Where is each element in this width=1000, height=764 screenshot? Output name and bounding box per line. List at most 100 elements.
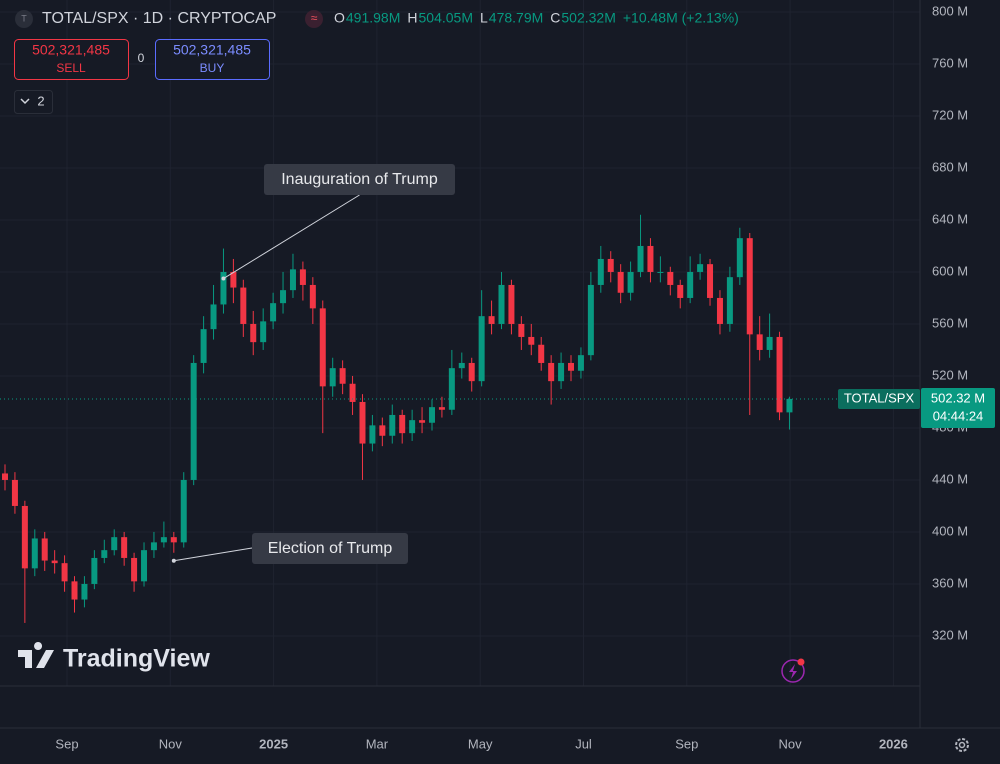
y-tick-label: 520 M xyxy=(932,367,968,382)
candle-body xyxy=(329,368,336,387)
candle-body xyxy=(458,362,465,369)
compare-icon[interactable] xyxy=(305,10,323,28)
y-tick-label: 400 M xyxy=(932,523,968,538)
candle-body xyxy=(299,269,306,285)
x-tick-label: Nov xyxy=(159,736,183,751)
candle-body xyxy=(111,537,118,551)
candle-body xyxy=(438,407,445,410)
candle-body xyxy=(607,258,614,272)
candle-body xyxy=(776,336,783,413)
candle-body xyxy=(508,284,515,324)
ohlc-value: 502.32M xyxy=(561,10,615,26)
annotation-box xyxy=(252,533,408,564)
candle-body xyxy=(409,420,416,434)
ohlc-value: 491.98M xyxy=(346,10,400,26)
candle-body xyxy=(160,537,167,543)
candle-body xyxy=(577,355,584,371)
alert-dot xyxy=(797,658,805,666)
candle-body xyxy=(71,581,78,600)
watermark-text: TradingView xyxy=(63,645,210,673)
sell-label: SELL xyxy=(56,61,86,75)
spread: 0 xyxy=(138,51,145,65)
candle-body xyxy=(260,321,267,343)
candle-body xyxy=(637,245,644,272)
ohlc-change: +10.48M (+2.13%) xyxy=(623,10,739,26)
annotation-box xyxy=(264,164,455,195)
candle-body xyxy=(289,269,296,291)
candle-body xyxy=(319,308,326,387)
candle-body xyxy=(697,264,704,272)
ohlc-key: H xyxy=(407,10,417,26)
candle-body xyxy=(91,557,98,584)
candle-body xyxy=(428,407,435,423)
candle-body xyxy=(21,505,28,569)
alert-bolt xyxy=(789,664,797,679)
candle-body xyxy=(558,362,565,382)
price-tag-name: TOTAL/SPX xyxy=(844,390,915,405)
candle-body xyxy=(11,479,18,506)
candle-body xyxy=(736,238,743,278)
y-tick-label: 320 M xyxy=(932,627,968,642)
candle-body xyxy=(538,344,545,363)
candle-body xyxy=(627,271,634,293)
settings-icon-core xyxy=(958,741,966,749)
candle-body xyxy=(270,303,277,322)
sell-price: 502,321,485 xyxy=(32,42,110,58)
annotation-connector xyxy=(223,194,360,279)
x-tick-label: Nov xyxy=(779,736,803,751)
x-tick-label: Sep xyxy=(675,736,698,751)
candle-body xyxy=(478,316,485,382)
candle-body xyxy=(518,323,525,337)
candle-body xyxy=(121,537,128,558)
candle-body xyxy=(200,329,207,363)
indicators-count: 2 xyxy=(37,93,44,108)
ohlc-value: 504.05M xyxy=(419,10,473,26)
x-tick-label: May xyxy=(468,736,493,751)
candle-body xyxy=(180,479,187,543)
ohlc-key: C xyxy=(550,10,560,26)
chevron xyxy=(20,98,30,105)
candle-body xyxy=(369,425,376,444)
candle-body xyxy=(399,414,406,434)
candle-body xyxy=(448,368,455,410)
candle-body xyxy=(309,284,316,309)
candle-body xyxy=(240,287,247,324)
candle-body xyxy=(51,560,58,564)
candle-body xyxy=(280,290,287,304)
candle-body xyxy=(220,271,227,305)
symbol-title: TOTAL/SPX · 1D · CRYPTOCAP xyxy=(42,10,276,27)
candle-body xyxy=(468,362,475,382)
candle-body xyxy=(498,284,505,324)
price-tag-name-bg xyxy=(838,388,920,409)
symbol-icon xyxy=(15,10,33,28)
candle-body xyxy=(756,334,763,350)
y-tick-label: 560 M xyxy=(932,315,968,330)
x-tick-label: Sep xyxy=(55,736,78,751)
y-tick-label: 360 M xyxy=(932,575,968,590)
candle-body xyxy=(707,264,714,298)
candle-body xyxy=(31,538,38,569)
candle-body xyxy=(587,284,594,356)
sell-button[interactable] xyxy=(14,39,129,80)
settings-icon[interactable] xyxy=(955,738,969,752)
candle-body xyxy=(766,336,773,350)
candle-body xyxy=(379,425,386,436)
candle-body xyxy=(359,401,366,444)
annotation-text: Inauguration of Trump xyxy=(281,171,438,188)
candle-body xyxy=(677,284,684,298)
indicators-toggle[interactable] xyxy=(14,90,53,114)
candle-body xyxy=(170,537,177,543)
alert-icon[interactable] xyxy=(781,659,805,683)
ohlc-key: L xyxy=(480,10,488,26)
candle-body xyxy=(568,362,575,371)
x-tick-label: 2025 xyxy=(259,736,288,751)
ohlc-value: 478.79M xyxy=(489,10,543,26)
price-tag-bg xyxy=(921,387,995,428)
annotation-anchor xyxy=(171,558,176,563)
ohlc-key: O xyxy=(334,10,345,26)
y-tick-label: 680 M xyxy=(932,159,968,174)
buy-button[interactable] xyxy=(155,39,270,80)
watermark: TradingView xyxy=(18,642,210,673)
price-tag-countdown: 04:44:24 xyxy=(933,408,984,423)
